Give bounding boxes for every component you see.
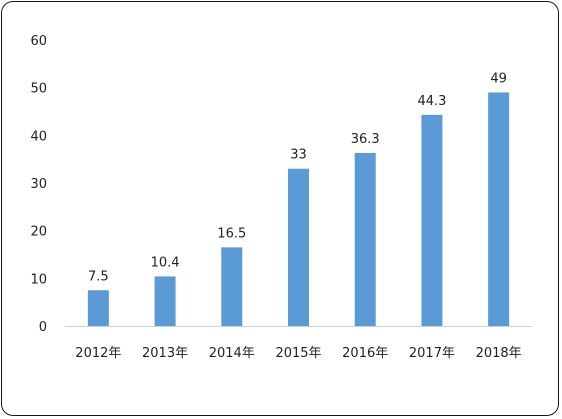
bars — [87, 92, 510, 326]
y-tick-label: 10 — [30, 272, 47, 287]
data-label: 16.5 — [217, 226, 246, 241]
y-tick-label: 20 — [30, 225, 47, 240]
x-tick-label: 2017年 — [409, 346, 455, 361]
y-tick-label: 50 — [30, 82, 47, 97]
data-label: 44.3 — [417, 94, 446, 109]
y-tick-label: 0 — [39, 320, 47, 335]
y-tick-label: 60 — [30, 34, 47, 49]
bar — [488, 92, 510, 326]
x-axis: 2012年 2013年 2014年 2015年 2016年 2017年 2018年 — [75, 346, 521, 361]
data-label: 10.4 — [151, 255, 180, 270]
bar — [87, 290, 109, 326]
data-label: 49 — [490, 71, 507, 86]
bar — [288, 168, 309, 326]
data-labels: 7.5 10.4 16.5 33 36.3 44.3 49 — [88, 71, 507, 284]
bar — [354, 152, 376, 326]
x-tick-label: 2018年 — [476, 346, 522, 361]
x-tick-label: 2016年 — [342, 346, 388, 361]
x-tick-label: 2013年 — [142, 346, 188, 361]
data-label: 7.5 — [88, 269, 109, 284]
x-tick-label: 2012年 — [75, 346, 121, 361]
x-tick-label: 2014年 — [209, 346, 255, 361]
y-tick-label: 30 — [30, 177, 47, 192]
x-tick-label: 2015年 — [275, 346, 321, 361]
data-label: 36.3 — [351, 132, 380, 147]
data-label: 33 — [290, 148, 307, 163]
bar — [154, 276, 176, 326]
bar — [421, 114, 443, 326]
y-axis: 0 10 20 30 40 50 60 — [30, 34, 47, 335]
bar — [221, 247, 243, 326]
y-tick-label: 40 — [30, 129, 47, 144]
